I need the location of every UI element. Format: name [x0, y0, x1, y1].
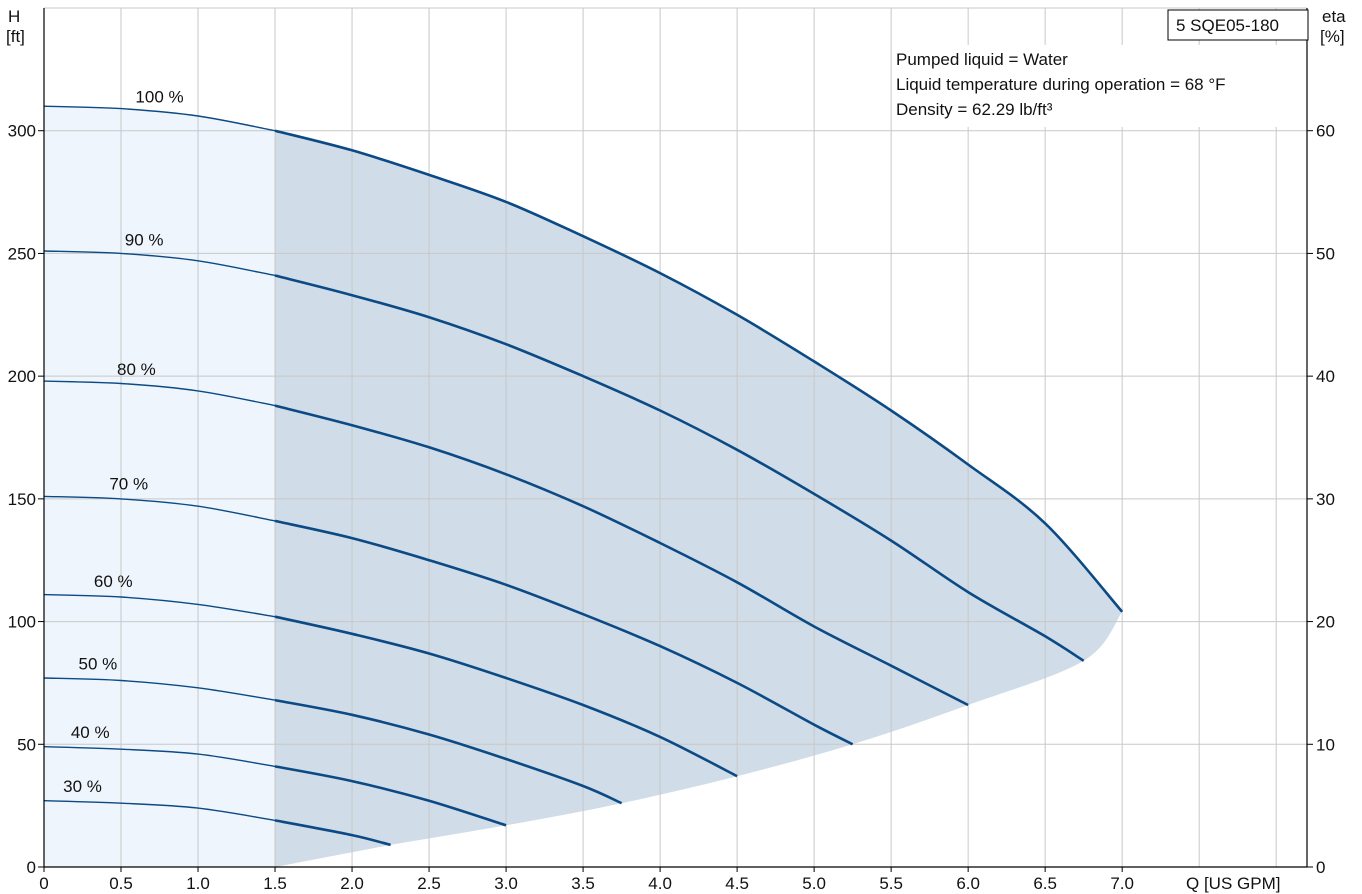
curve-label: 70 %	[109, 475, 148, 494]
curve-label: 90 %	[125, 231, 164, 250]
y-right-axis-unit: [%]	[1320, 27, 1345, 46]
x-tick-label: 3.5	[571, 874, 595, 893]
curve-label: 40 %	[71, 723, 110, 742]
curve-segment-operating	[274, 765, 507, 827]
tick-labels: 0 50 100 150 200 250 300 0 10 20 30 40 50 60 0 0.5 1.0 1.…	[8, 122, 1335, 893]
y-right-tick-label: 40	[1316, 367, 1335, 386]
title-box	[1167, 9, 1309, 41]
curve-segment-min-flow	[43, 746, 276, 768]
curve-segment-operating	[274, 404, 969, 707]
x-tick-label: 4.5	[725, 874, 749, 893]
y-right-tick-label: 10	[1316, 735, 1335, 754]
min-flow-area	[44, 106, 276, 867]
y-left-tick-label: 0	[27, 858, 36, 877]
y-right-tick-label: 60	[1316, 122, 1335, 141]
curve-segment-min-flow	[43, 677, 276, 701]
y-left-tick-label: 100	[8, 613, 36, 632]
curve-segment-min-flow	[43, 105, 276, 132]
grid-lines	[44, 7, 1307, 867]
curve-label: 30 %	[63, 777, 102, 796]
curve-label: 50 %	[79, 655, 118, 674]
x-tick-label: 0.5	[109, 874, 133, 893]
info-line-pumped-liquid: Pumped liquid = Water	[896, 50, 1068, 69]
y-left-tick-label: 250	[8, 244, 36, 263]
curve-segment-operating	[274, 519, 854, 746]
x-tick-label: 4.0	[648, 874, 672, 893]
x-tick-label: 1.0	[186, 874, 210, 893]
curve-label: 60 %	[94, 572, 133, 591]
y-left-axis-unit: [ft]	[6, 27, 25, 46]
curve-label: 100 %	[135, 87, 183, 106]
info-line-density: Density = 62.29 lb/ft³	[896, 100, 1053, 119]
y-left-tick-label: 300	[8, 122, 36, 141]
y-right-tick-label: 30	[1316, 490, 1335, 509]
x-tick-label: 5.5	[879, 874, 903, 893]
y-right-axis-title: eta	[1322, 7, 1346, 26]
x-tick-label: 0	[39, 874, 48, 893]
curve-segment-operating	[274, 615, 738, 778]
x-tick-label: 2.5	[417, 874, 441, 893]
y-left-tick-label: 150	[8, 490, 36, 509]
y-left-tick-label: 50	[17, 735, 36, 754]
chart-title: 5 SQE05-180	[1176, 16, 1279, 35]
y-right-tick-label: 50	[1316, 244, 1335, 263]
x-axis-title: Q [US GPM]	[1186, 874, 1280, 893]
curve-segment-min-flow	[43, 593, 276, 618]
curve-segment-operating	[274, 274, 1085, 662]
x-tick-label: 2.0	[340, 874, 364, 893]
y-right-tick-label: 20	[1316, 613, 1335, 632]
x-tick-label: 6.0	[956, 874, 980, 893]
y-right-tick-label: 0	[1316, 858, 1325, 877]
curve-segment-min-flow	[43, 495, 276, 522]
curve-segment-operating	[274, 698, 623, 805]
curves	[43, 105, 1124, 847]
curve-segment-operating	[274, 819, 391, 847]
axes	[43, 8, 1308, 868]
curve-segment-min-flow	[43, 250, 276, 277]
curve-labels: 100 % 90 % 80 % 70 % 60 % 50 % 40 % 30 %	[63, 87, 183, 796]
x-tick-label: 5.0	[802, 874, 826, 893]
x-tick-label: 7.0	[1110, 874, 1134, 893]
y-left-axis-title: H	[8, 7, 20, 26]
curve-segment-min-flow	[43, 380, 276, 407]
curve-segment-min-flow	[43, 800, 276, 822]
y-left-tick-label: 200	[8, 367, 36, 386]
curve-label: 80 %	[117, 360, 156, 379]
x-tick-label: 3.0	[494, 874, 518, 893]
curve-segment-operating	[274, 129, 1124, 613]
info-line-temperature: Liquid temperature during operation = 68…	[896, 75, 1226, 94]
x-tick-label: 6.5	[1033, 874, 1057, 893]
x-tick-label: 1.5	[263, 874, 287, 893]
info-box	[892, 45, 1304, 127]
